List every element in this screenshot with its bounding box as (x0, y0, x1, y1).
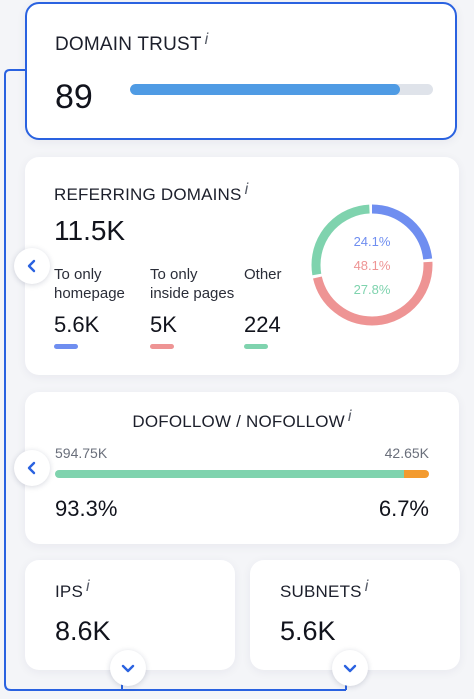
expand-subnets-button[interactable] (332, 650, 368, 686)
ips-title: IPS i (55, 578, 90, 601)
category-inside-pages-label: To only inside pages (150, 266, 235, 302)
donut-segment-homepage (311, 204, 433, 326)
category-homepage-marker (54, 344, 78, 349)
expand-referring-domains-button[interactable] (14, 248, 50, 284)
domain-trust-bar-fill (130, 84, 400, 95)
chevron-left-icon (27, 461, 36, 475)
dofollow-card[interactable]: DOFOLLOW / NOFOLLOW i 594.75K 42.65K 93.3… (25, 392, 459, 544)
subnets-title: SUBNETS i (280, 578, 369, 601)
dofollow-ratio-bar (55, 470, 429, 478)
donut-label-other: 27.8% (353, 282, 391, 297)
domain-trust-value: 89 (55, 78, 93, 116)
domain-trust-title: DOMAIN TRUST i (55, 31, 209, 55)
referring-domains-title: REFERRING DOMAINS i (54, 181, 249, 204)
donut-segment-inside-pages (311, 204, 433, 326)
category-other-label: Other (244, 266, 282, 283)
nofollow-percent: 6.7% (378, 496, 429, 521)
chevron-left-icon (27, 259, 36, 273)
dofollow-segment (55, 470, 404, 478)
info-icon[interactable]: i (86, 578, 90, 595)
donut-segment-other (311, 204, 433, 326)
donut-label-homepage: 24.1% (353, 234, 391, 249)
nofollow-count: 42.65K (384, 445, 429, 461)
category-other-value: 224 (244, 312, 281, 337)
dofollow-count: 594.75K (55, 445, 108, 461)
category-inside-pages-value: 5K (150, 312, 177, 337)
dofollow-percent: 93.3% (55, 496, 118, 521)
category-homepage-value: 5.6K (54, 312, 100, 337)
info-icon[interactable]: i (204, 31, 209, 48)
category-homepage-label: To only homepage (54, 266, 125, 302)
domain-trust-card[interactable]: DOMAIN TRUST i 89 (25, 2, 457, 140)
referring-domains-donut (311, 204, 433, 326)
nofollow-segment (403, 470, 429, 478)
referring-domains-card[interactable]: REFERRING DOMAINS i 11.5K To only homepag… (25, 157, 459, 375)
info-icon[interactable]: i (364, 578, 369, 595)
info-icon[interactable]: i (244, 181, 249, 198)
category-inside-pages-marker (150, 344, 174, 349)
dofollow-title: DOFOLLOW / NOFOLLOW i (132, 408, 352, 431)
chevron-down-icon (121, 664, 135, 673)
category-other-marker (244, 344, 268, 349)
info-icon[interactable]: i (347, 408, 352, 425)
expand-ips-button[interactable] (110, 650, 146, 686)
ips-value: 8.6K (55, 616, 111, 646)
domain-trust-bar (130, 84, 433, 95)
chevron-down-icon (343, 664, 357, 673)
expand-dofollow-button[interactable] (14, 450, 50, 486)
subnets-value: 5.6K (280, 616, 336, 646)
subnets-card[interactable]: SUBNETS i 5.6K (250, 560, 460, 670)
donut-label-inside-pages: 48.1% (353, 258, 391, 273)
referring-domains-total: 11.5K (54, 215, 126, 246)
